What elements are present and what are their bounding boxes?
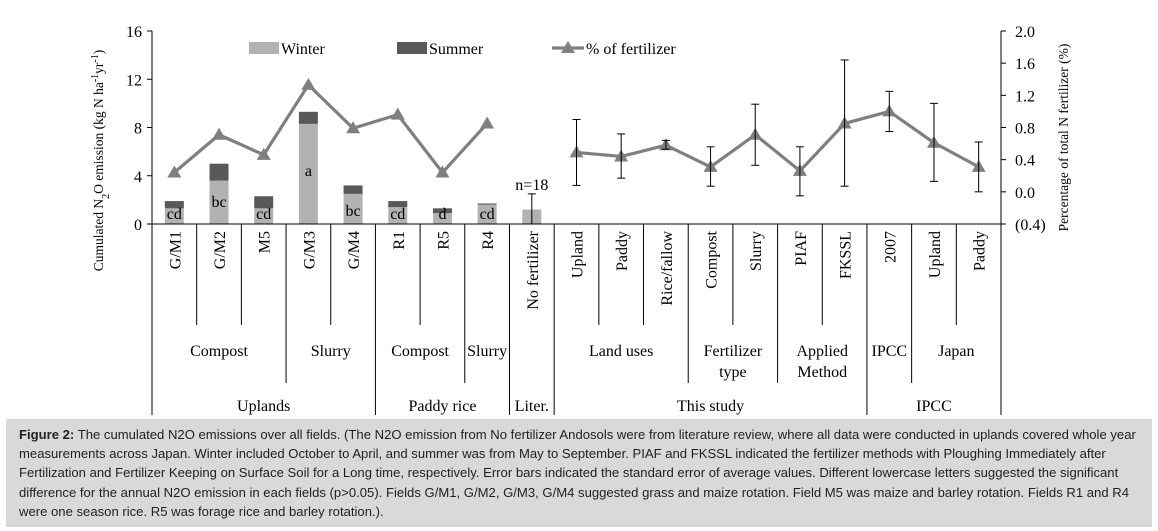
bar-summer: [343, 185, 363, 194]
category-label: G/M2: [212, 231, 229, 269]
bar-label: a: [305, 163, 312, 180]
left-tick-label: 8: [134, 121, 142, 138]
left-tick-label: 16: [126, 24, 142, 41]
category-label: Paddy: [614, 231, 631, 271]
group-label: type: [719, 364, 747, 381]
left-axis-title: Cumulated N2O emission (kg N ha-1yr-1): [90, 50, 112, 272]
group2-label: Liter.: [515, 398, 549, 415]
annotation-n: n=18: [515, 177, 548, 194]
left-tick-label: 12: [126, 72, 142, 89]
group2-label: IPCC: [916, 398, 952, 415]
category-label: Rice/fallow: [659, 231, 676, 306]
group2-label: Uplands: [237, 398, 290, 415]
bar-winter: [388, 207, 408, 224]
category-label: No fertilizer: [525, 230, 542, 309]
category-label: G/M4: [346, 231, 363, 269]
category-label: G/M3: [301, 231, 318, 269]
bar-winter: [209, 180, 229, 224]
fertilizer-line-this-study: [576, 109, 980, 173]
category-label: Upland: [570, 231, 587, 278]
bar-label: bc: [211, 194, 226, 211]
bar-winter: [254, 208, 274, 224]
fertilizer-marker: [346, 121, 361, 134]
legend-swatch-winter: [249, 42, 279, 54]
legend-label-summer: Summer: [429, 41, 484, 58]
fertilizer-marker: [390, 107, 405, 120]
fertilizer-marker: [167, 165, 182, 178]
right-axis-title: Percentage of total N fertilizer (%): [1056, 44, 1071, 232]
right-tick-label: (0.4): [1015, 217, 1046, 234]
fertilizer-marker: [435, 165, 450, 178]
right-tick-label: 1.2: [1015, 88, 1035, 105]
group-label: Japan: [938, 343, 974, 360]
bar-label: d: [438, 206, 446, 223]
bar-label: bc: [346, 203, 361, 220]
caption-text: The cumulated N2O emissions over all fie…: [19, 427, 1136, 519]
legend-marker-fertilizer: [561, 41, 575, 53]
right-tick-label: 0.0: [1015, 185, 1035, 202]
legend: Winter Summer % of fertilizer: [249, 41, 676, 58]
bar-label: cd: [167, 206, 182, 223]
bar-summer: [432, 208, 452, 214]
bar-summer: [388, 201, 408, 208]
bar-winter: [298, 123, 318, 224]
category-label: R4: [480, 231, 497, 250]
bar-summer: [477, 203, 497, 205]
category-label: 2007: [882, 231, 899, 263]
category-label: Slurry: [748, 231, 765, 271]
fertilizer-marker: [256, 147, 271, 160]
bars-layer: cd bc cd a bc cd d cd n=18: [164, 111, 548, 224]
legend-label-fertilizer: % of fertilizer: [586, 41, 676, 58]
group-label: Compost: [391, 343, 449, 360]
category-axis: G/M1 G/M2 M5 G/M3 G/M4 R1 R5 R4 No fertilizer Upl…: [151, 224, 1002, 415]
group-label: IPCC: [872, 343, 908, 360]
group2-label: This study: [677, 398, 744, 415]
bar-label: cd: [256, 206, 271, 223]
fertilizer-marker: [212, 127, 227, 140]
group-label: Slurry: [467, 343, 507, 360]
bar-winter: [343, 193, 363, 224]
group-label: Compost: [190, 343, 248, 360]
figure-caption: Figure 2: The cumulated N2O emissions ov…: [6, 419, 1152, 527]
category-label: FKSSL: [838, 231, 855, 279]
bar-summer: [209, 163, 229, 181]
group-label: Method: [797, 364, 847, 381]
legend-label-winter: Winter: [281, 41, 325, 58]
category-label: Upland: [927, 231, 944, 278]
group2-label: Paddy rice: [408, 398, 476, 415]
category-label: G/M1: [167, 231, 184, 269]
category-label: Compost: [704, 230, 721, 288]
legend-swatch-summer: [397, 42, 427, 54]
group-label: Fertilizer: [704, 343, 763, 360]
category-label: Paddy: [972, 231, 989, 271]
category-label: R1: [391, 231, 408, 250]
bar-summer: [298, 111, 318, 124]
group-label: Land uses: [589, 343, 653, 360]
category-label: M5: [257, 231, 274, 253]
right-tick-label: 1.6: [1015, 56, 1035, 73]
bar-winter: [432, 213, 452, 224]
bar-summer: [164, 201, 184, 209]
left-tick-label: 0: [134, 217, 142, 234]
chart: cd bc cd a bc cd d cd n=18 0 4 8 12 16 (0.4) 0.0 0.4 0.8…: [90, 24, 1072, 415]
category-label: PIAF: [793, 231, 810, 266]
bar-summer: [254, 196, 274, 209]
group-label: Applied: [796, 343, 848, 360]
category-label: R5: [435, 231, 452, 250]
right-tick-label: 2.0: [1015, 24, 1035, 41]
group-label: Slurry: [311, 343, 351, 360]
right-tick-label: 0.4: [1015, 153, 1035, 170]
fertilizer-marker: [480, 116, 495, 129]
right-tick-label: 0.8: [1015, 121, 1035, 138]
caption-label: Figure 2:: [19, 427, 75, 442]
bar-winter: [477, 204, 497, 224]
fertilizer-line: [173, 83, 489, 175]
bar-label: cd: [390, 206, 405, 223]
error-bars-layer: [527, 59, 983, 225]
fertilizer-marker: [301, 77, 316, 90]
left-tick-label: 4: [134, 169, 142, 186]
axes-layer: 0 4 8 12 16 (0.4) 0.0 0.4 0.8 1.2 1.6 2.0 Cumulated …: [90, 24, 1072, 271]
bar-label: cd: [480, 206, 495, 223]
bar-winter: [164, 208, 184, 224]
